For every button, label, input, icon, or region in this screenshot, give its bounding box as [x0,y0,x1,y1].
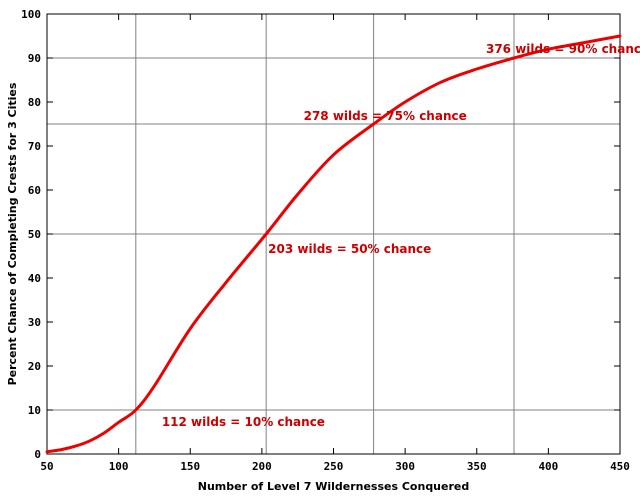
x-tick-label: 250 [324,460,344,473]
y-tick-label: 60 [28,184,41,197]
y-tick-label: 40 [28,272,41,285]
x-tick-label: 150 [180,460,200,473]
x-tick-label: 200 [252,460,272,473]
x-tick-label: 50 [40,460,53,473]
x-tick-label: 100 [109,460,129,473]
axis-ticks: 50 100 150 200 250 300 350 400 450 0 10 20 30 40 50 60 7… [21,8,630,473]
y-tick-label: 20 [28,360,41,373]
annotations: 112 wilds = 10% chance 203 wilds = 50% ch… [162,42,640,429]
x-tick-label: 350 [467,460,487,473]
y-tick-label: 0 [34,448,41,461]
y-tick-label: 30 [28,316,41,329]
y-tick-label: 80 [28,96,41,109]
annotation-label: 203 wilds = 50% chance [268,242,431,256]
y-tick-label: 10 [28,404,41,417]
x-tick-label: 450 [610,460,630,473]
x-tick-label: 300 [395,460,415,473]
grid-lines [47,14,620,454]
annotation-label: 278 wilds = 75% chance [304,109,467,123]
y-tick-label: 70 [28,140,41,153]
annotation-label: 376 wilds = 90% chance [486,42,640,56]
x-tick-label: 400 [538,460,558,473]
y-axis-label: Percent Chance of Completing Crests for … [6,82,19,385]
y-tick-label: 50 [28,228,41,241]
annotation-label: 112 wilds = 10% chance [162,415,325,429]
series-layer [45,34,622,454]
series-line [45,34,622,454]
y-tick-label: 90 [28,52,41,65]
y-tick-label: 100 [21,8,41,21]
x-axis-label: Number of Level 7 Wildernesses Conquered [198,480,470,493]
